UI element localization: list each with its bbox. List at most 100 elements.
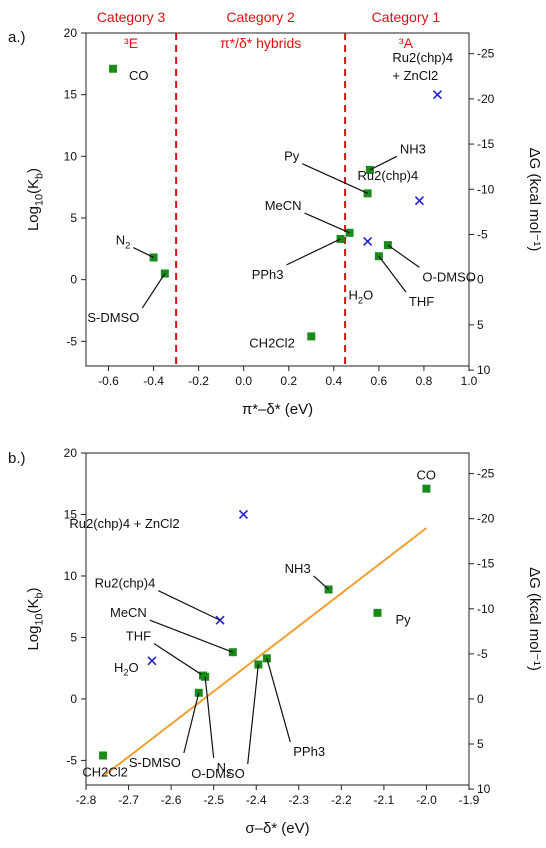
y-tick-label: 5 xyxy=(70,211,77,225)
x-tick-label: 0.4 xyxy=(325,374,342,388)
label-leader xyxy=(286,238,341,266)
category-subtitle: ³E xyxy=(124,35,138,51)
right-tick-label: 5 xyxy=(477,737,484,751)
x-tick-label: -2.4 xyxy=(246,793,267,807)
category-subtitle: π*/δ* hybrids xyxy=(220,35,301,51)
x-tick-label: -1.9 xyxy=(459,793,480,807)
x-tick-label: -2.2 xyxy=(331,793,352,807)
point-label: N2 xyxy=(116,233,131,251)
y-axis-title: Log10(Kb) xyxy=(25,587,46,650)
x-tick-label: -2.5 xyxy=(203,793,224,807)
data-point-cross xyxy=(215,615,225,625)
chart-panel-b: b.) -2.8 -2.7 -2.6 -2.5 -2.4 -2.3 -2.2 -2.1 -2.0 -… xyxy=(8,446,543,837)
point-label: N2 xyxy=(217,760,232,778)
y-axis-title: Log10(Kb) xyxy=(25,168,46,231)
point-label: Ru2(chp)4 xyxy=(358,168,419,183)
label-leader xyxy=(304,212,350,234)
x-tick-label: -2.6 xyxy=(161,793,182,807)
y-tick-label: 5 xyxy=(70,630,77,644)
chart-panel-a: a.) -0.6 -0.4 -0.2 0.0 0.2 0.4 0.6 0.8 1.0 -5 0 5 10 1… xyxy=(8,9,543,418)
plot-frame xyxy=(85,32,470,367)
right-tick-label: -25 xyxy=(477,47,495,61)
label-leader xyxy=(158,590,221,621)
x-tick-label: -2.3 xyxy=(288,793,309,807)
y-tick-label: 20 xyxy=(64,446,78,460)
data-point-square xyxy=(109,64,118,73)
y-tick-label: 0 xyxy=(70,692,77,706)
label-leader xyxy=(369,155,398,171)
x-tick-label: 1.0 xyxy=(461,374,478,388)
right-tick-label: 5 xyxy=(477,318,484,332)
label-leader xyxy=(141,273,166,309)
x-tick-label: 0.8 xyxy=(416,374,433,388)
point-label: THF xyxy=(409,294,434,309)
point-label: PPh3 xyxy=(293,744,325,759)
point-label: CH2Cl2 xyxy=(82,764,128,779)
right-tick-label: -5 xyxy=(477,227,488,241)
point-label: Ru2(chp)4 + ZnCl2 xyxy=(69,516,179,531)
point-label: NH3 xyxy=(285,561,311,576)
point-label: O-DMSO xyxy=(191,766,244,781)
right-tick-label: -10 xyxy=(477,602,495,616)
label-leader xyxy=(313,575,329,590)
y-tick-label: 0 xyxy=(70,273,77,287)
x-tick-label: -2.0 xyxy=(416,793,437,807)
data-point-cross xyxy=(432,90,443,100)
data-point-square xyxy=(373,608,382,617)
right-axis-title: ΔG (kcal mol⁻¹) xyxy=(526,567,543,671)
right-tick-label: -20 xyxy=(477,92,495,106)
category-title: Category 1 xyxy=(372,9,441,25)
x-axis-title: π*–δ* (eV) xyxy=(242,401,313,418)
plot-frame xyxy=(85,452,470,786)
point-label: NH3 xyxy=(400,141,426,156)
y-tick-label: 20 xyxy=(64,26,78,40)
point-label: S-DMSO xyxy=(129,755,181,770)
point-label: H2O xyxy=(114,660,139,678)
x-tick-label: -0.2 xyxy=(188,374,209,388)
point-label: Ru2(chp)4 xyxy=(95,576,156,591)
label-leader xyxy=(204,676,215,759)
label-leader xyxy=(153,643,204,677)
right-tick-label: -15 xyxy=(477,557,495,571)
panel-label: a.) xyxy=(8,29,26,46)
point-label: CO xyxy=(416,468,436,483)
y-tick-label: -5 xyxy=(66,334,77,348)
right-tick-label: 10 xyxy=(477,363,491,377)
panel-label: b.) xyxy=(8,450,26,467)
data-point-cross xyxy=(147,656,157,666)
right-tick-label: -20 xyxy=(477,512,495,526)
right-tick-label: -5 xyxy=(477,647,488,661)
point-label: H2O xyxy=(348,287,373,305)
y-tick-label: 15 xyxy=(64,507,78,521)
point-label: CO xyxy=(129,68,149,83)
x-tick-label: 0.0 xyxy=(235,374,252,388)
point-label: Py xyxy=(284,149,300,164)
point-label: MeCN xyxy=(110,605,147,620)
y-tick-label: 15 xyxy=(64,88,78,102)
point-label: PPh3 xyxy=(252,267,284,282)
x-tick-label: -0.6 xyxy=(98,374,119,388)
label-leader xyxy=(302,163,368,194)
y-tick-label: 10 xyxy=(64,569,78,583)
x-tick-label: 0.6 xyxy=(371,374,388,388)
label-leader xyxy=(378,255,407,293)
point-label: Ru2(chp)4 xyxy=(392,50,453,65)
right-tick-label: -25 xyxy=(477,467,495,481)
right-tick-label: -15 xyxy=(477,137,495,151)
right-tick-label: 0 xyxy=(477,273,484,287)
x-tick-label: -0.4 xyxy=(143,374,164,388)
right-axis-title: ΔG (kcal mol⁻¹) xyxy=(526,148,543,252)
point-label: MeCN xyxy=(265,198,302,213)
label-leader xyxy=(183,692,200,754)
x-tick-label: -2.1 xyxy=(374,793,395,807)
right-tick-label: 10 xyxy=(477,782,491,796)
x-tick-label: -2.8 xyxy=(76,793,97,807)
label-leader xyxy=(266,658,291,743)
x-axis-title: σ–δ* (eV) xyxy=(245,820,309,837)
data-point-cross xyxy=(363,236,373,246)
y-tick-label: -5 xyxy=(66,753,77,767)
data-point-square xyxy=(99,751,108,760)
point-label: O-DMSO xyxy=(422,269,475,284)
label-leader xyxy=(149,619,234,653)
